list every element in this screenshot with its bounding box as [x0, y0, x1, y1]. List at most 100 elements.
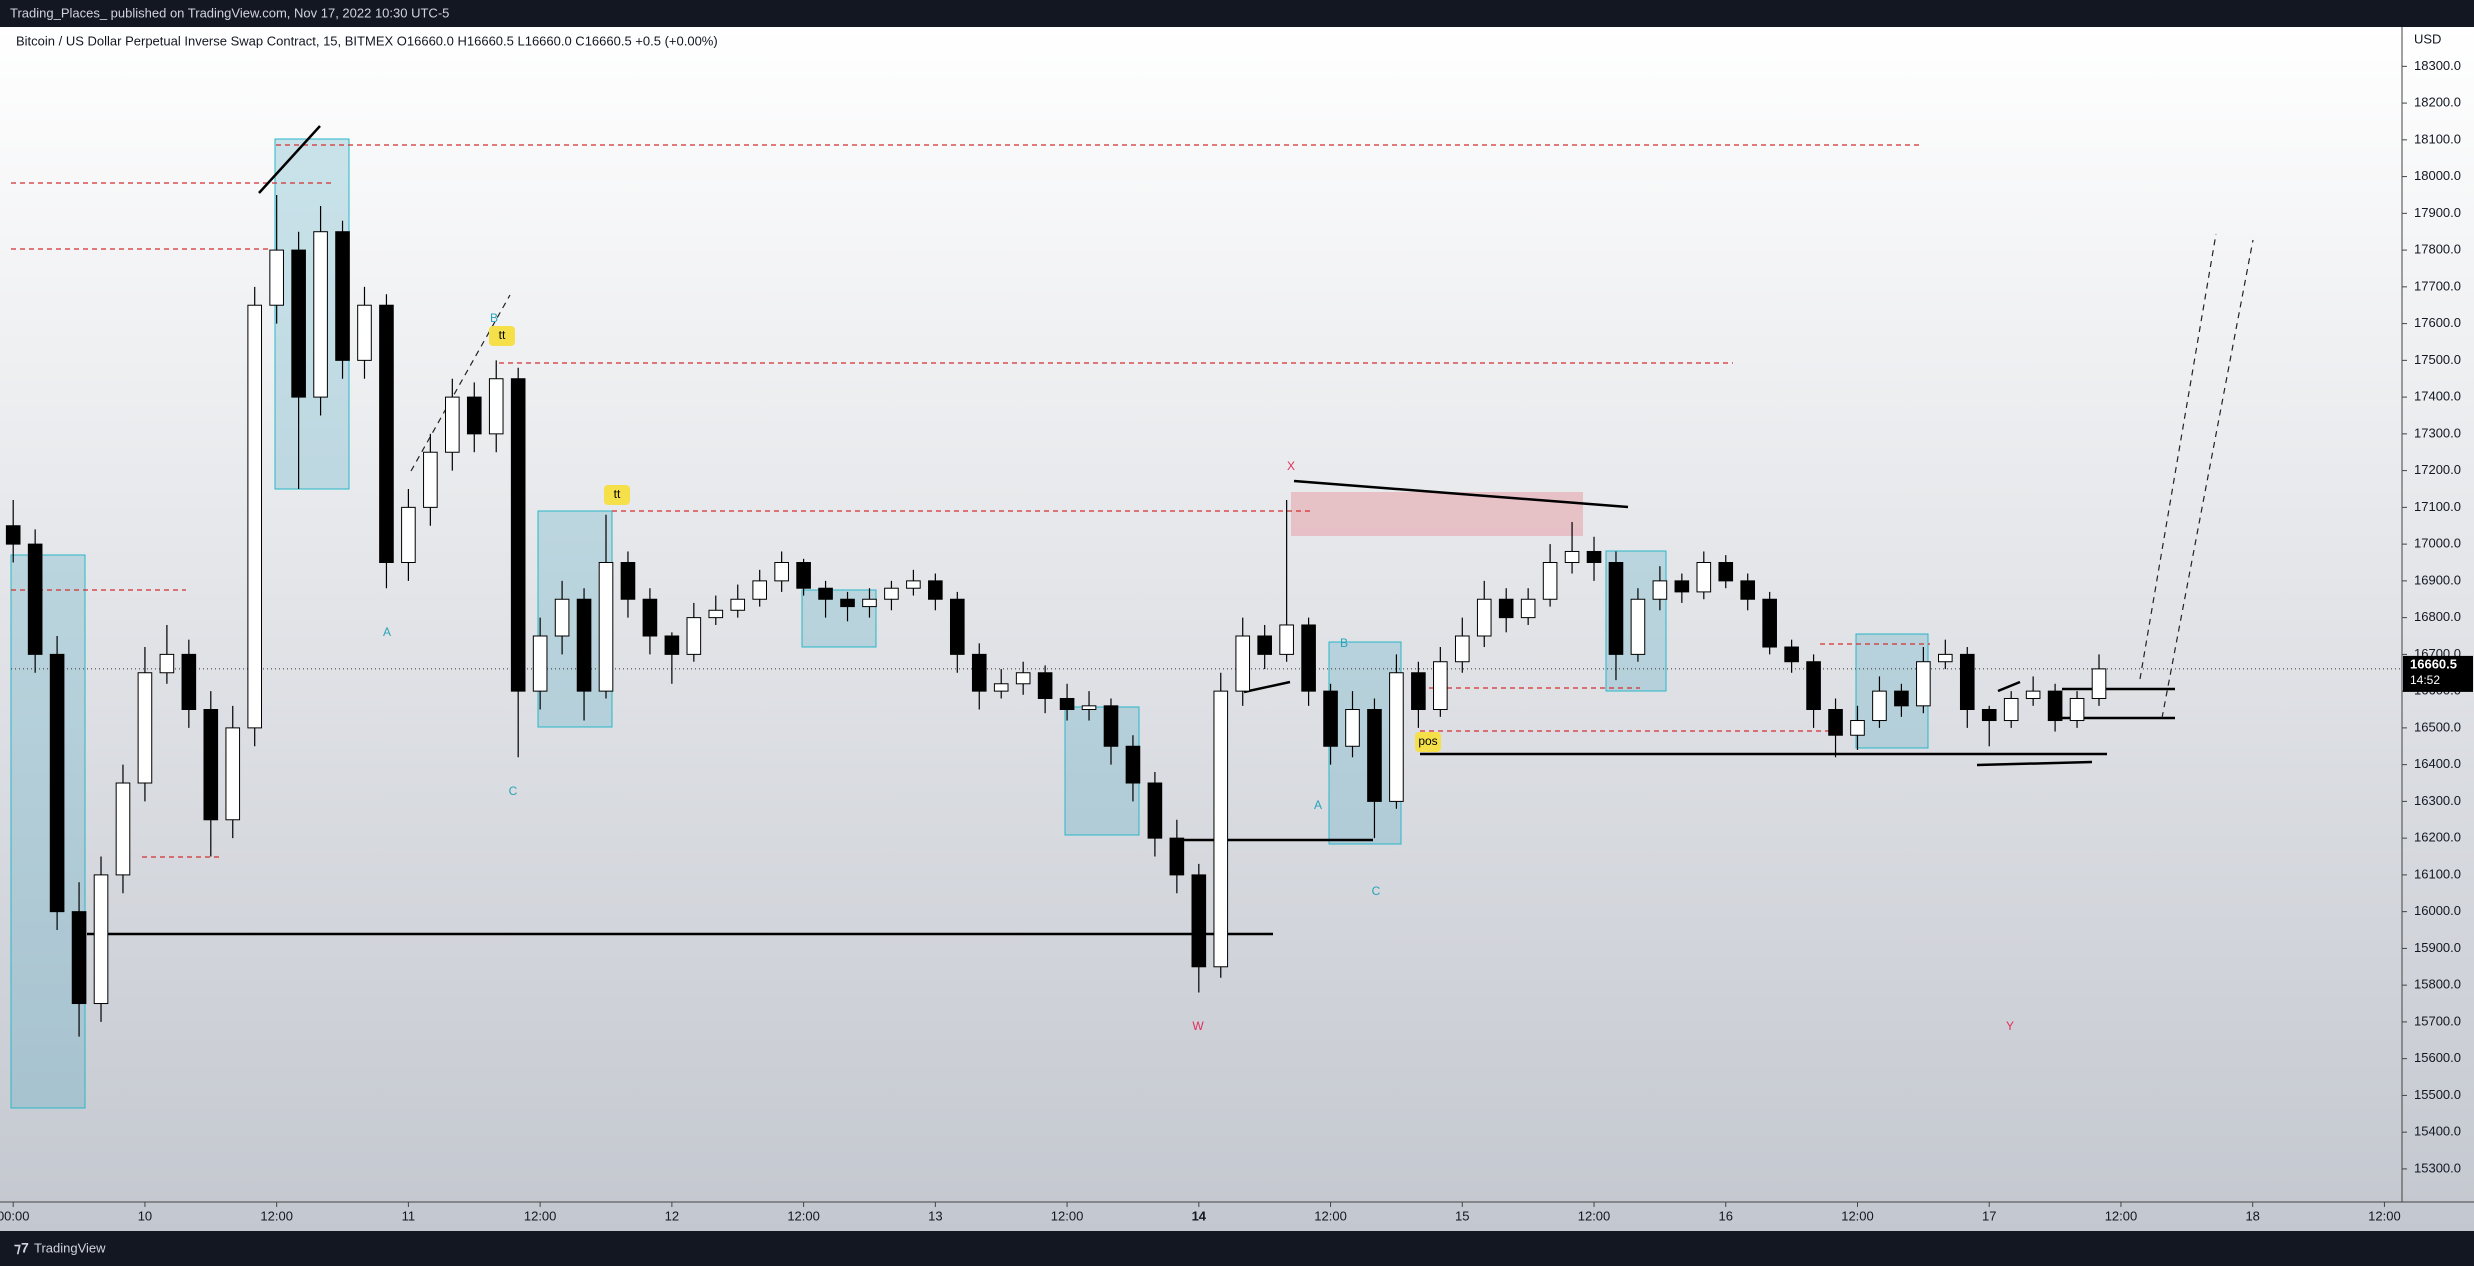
- candle-body: [1257, 635, 1272, 655]
- symbol-legend: Bitcoin / US Dollar Perpetual Inverse Sw…: [16, 33, 718, 48]
- candle-body: [1696, 561, 1712, 593]
- y-tick-label: 15700.0: [2414, 1013, 2461, 1028]
- x-tick-label: 12: [665, 1208, 679, 1223]
- candle-body: [466, 396, 482, 435]
- annotation: pos: [1418, 734, 1437, 748]
- x-tick-label: 13: [928, 1208, 942, 1223]
- candle-body: [27, 543, 43, 655]
- footer-bar: [0, 1231, 2474, 1266]
- candle-body: [906, 580, 921, 589]
- annotation: W: [1192, 1019, 1204, 1033]
- candle-body: [1389, 672, 1404, 802]
- candle-body: [1740, 580, 1756, 600]
- candle-body: [93, 874, 109, 1005]
- annotation-badge: [489, 326, 515, 346]
- footer-brand: TradingView: [34, 1240, 106, 1255]
- annotation: A: [383, 625, 391, 639]
- candle-body: [1037, 672, 1053, 699]
- candle-body: [554, 598, 570, 637]
- x-tick-label: 10: [138, 1208, 152, 1223]
- candle-body: [1411, 672, 1426, 711]
- projection-line: [2161, 239, 2254, 719]
- x-tick-label: 12:00: [260, 1208, 293, 1223]
- candle-body: [1059, 697, 1075, 711]
- x-tick-label: 12:00: [1578, 1208, 1611, 1223]
- y-tick-label: 15600.0: [2414, 1050, 2461, 1065]
- candle-body: [203, 709, 219, 821]
- y-tick-label: 17200.0: [2414, 462, 2461, 477]
- candle-body: [510, 378, 526, 692]
- candle-body: [1498, 598, 1514, 619]
- candle-body: [1542, 561, 1558, 600]
- y-tick-label: 18300.0: [2414, 58, 2461, 73]
- candle-body: [159, 653, 175, 674]
- candle-body: [1454, 635, 1470, 663]
- annotation: B: [1340, 636, 1348, 650]
- x-tick-label: 14: [1192, 1208, 1207, 1223]
- candle-body: [1828, 709, 1843, 736]
- candle-body: [1147, 782, 1163, 839]
- candle-body: [1608, 561, 1624, 655]
- candle-body: [598, 561, 614, 692]
- x-tick-label: 16: [1719, 1208, 1733, 1223]
- x-tick-label: 12:00: [1051, 1208, 1084, 1223]
- supply-box: [1291, 492, 1583, 536]
- candle-body: [5, 525, 21, 545]
- candle-body: [1433, 661, 1448, 711]
- candle-body: [1345, 709, 1360, 747]
- candle-body: [1213, 690, 1229, 968]
- y-tick-label: 16300.0: [2414, 793, 2461, 808]
- candle-body: [1081, 705, 1097, 711]
- trend-line: [1293, 479, 1629, 509]
- candle-body: [2025, 690, 2041, 699]
- y-tick-label: 17000.0: [2414, 536, 2461, 551]
- candle-body: [71, 911, 87, 1005]
- annotation: C: [509, 784, 518, 798]
- candle-body: [269, 249, 284, 306]
- x-tick-label: 12:00: [2368, 1208, 2401, 1223]
- candle-body: [2091, 668, 2107, 699]
- candle-body: [752, 580, 768, 600]
- annotation: tt: [499, 328, 506, 342]
- candle-body: [1235, 635, 1251, 692]
- y-tick-label: 16200.0: [2414, 830, 2461, 845]
- candle-body: [1872, 690, 1887, 722]
- zone-box: [801, 589, 877, 648]
- y-tick-label: 18200.0: [2414, 95, 2461, 110]
- zone-box: [10, 554, 86, 1109]
- candle-body: [115, 782, 131, 876]
- trend-line: [258, 125, 321, 194]
- candle-body: [1938, 653, 1953, 663]
- candle-body: [1476, 598, 1492, 637]
- candle-body: [181, 653, 197, 711]
- candle-body: [357, 304, 372, 361]
- candle-body: [1959, 653, 1975, 711]
- candle-body: [1784, 646, 1799, 663]
- candle-body: [1806, 661, 1821, 711]
- y-tick-label: 16000.0: [2414, 903, 2461, 918]
- annotation: C: [1372, 884, 1381, 898]
- x-tick-label: 18: [2245, 1208, 2259, 1223]
- x-tick-label: 15: [1455, 1208, 1469, 1223]
- candle-body: [1586, 550, 1602, 563]
- y-tick-label: 17100.0: [2414, 499, 2461, 514]
- candle-body: [664, 635, 680, 655]
- candle-body: [708, 609, 724, 619]
- candle-body: [884, 587, 899, 600]
- drawings: [10, 125, 2254, 1109]
- trend-line: [1997, 680, 2021, 693]
- candle-body: [576, 598, 592, 692]
- y-tick-label: 17900.0: [2414, 205, 2461, 220]
- x-tick-label: 12:00: [1841, 1208, 1874, 1223]
- y-tick-label: 15900.0: [2414, 940, 2461, 955]
- x-tick-label: 11: [402, 1208, 416, 1223]
- trend-line: [1243, 680, 1291, 694]
- candle-body: [291, 249, 306, 398]
- y-tick-label: 16900.0: [2414, 572, 2461, 587]
- candle-body: [2069, 697, 2085, 722]
- candle-body: [928, 580, 943, 600]
- candle-body: [1015, 672, 1031, 685]
- annotation: tt: [614, 487, 621, 501]
